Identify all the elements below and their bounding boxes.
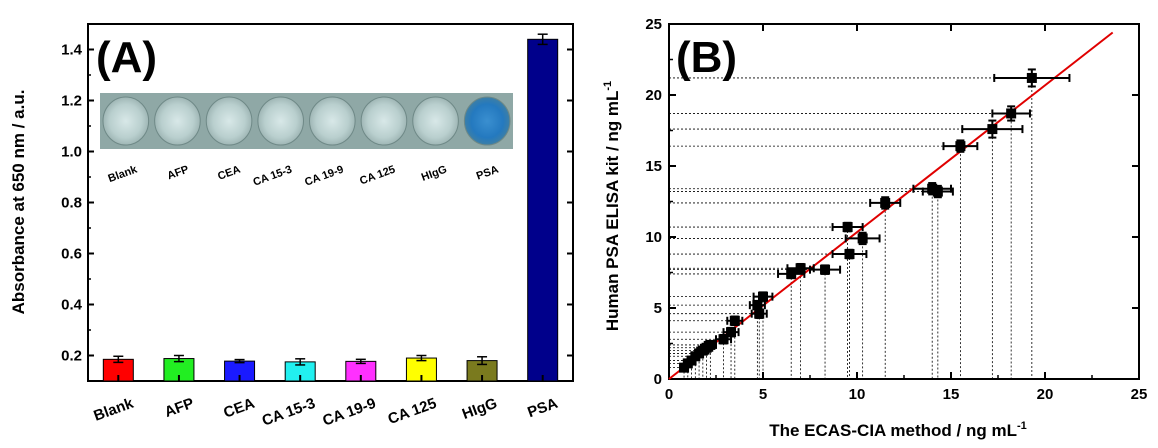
data-point-13 (758, 291, 768, 302)
well-label-6: HIgG (420, 164, 449, 184)
panel-a-y-tick-label-3: 0.8 (61, 195, 82, 212)
panel-b-y-tick-label-4: 20 (645, 87, 662, 104)
panel-b-scatter-chart: 0 5 10 15 20 25 0 5 10 15 20 25 (B) The ECAS-CIA me… (602, 16, 1147, 440)
well-label-3: CA 15-3 (251, 164, 293, 189)
panel-a-x-tick-label-4: CA 19-9 (320, 395, 378, 430)
panel-b-x-tick-label-5: 25 (1131, 386, 1148, 403)
panel-a-y-tick-label-2: 0.6 (61, 246, 82, 263)
panel-b-y-tick-label-0: 0 (654, 371, 662, 388)
panel-a-y-tick-label-5: 1.2 (61, 93, 82, 110)
panel-b-y-tick-label-2: 10 (645, 229, 662, 246)
well-label-1: AFP (166, 164, 191, 183)
panel-a-x-tick-label-0: Blank (91, 395, 136, 425)
panel-a-y-tick-label-1: 0.4 (61, 297, 83, 314)
panel-a-y-tick-label-4: 1.0 (61, 144, 82, 161)
panel-a-y-tick-label-0: 0.2 (61, 348, 82, 365)
data-point-23 (955, 141, 966, 152)
panel-b-y-axis-title-sup: -1 (602, 81, 614, 91)
data-point-18 (842, 222, 853, 233)
data-point-21 (927, 183, 938, 194)
well-2 (205, 96, 253, 146)
panel-b-x-axis-title: The ECAS-CIA method / ng mL-1 (769, 420, 1027, 440)
panel-b-points (679, 68, 1071, 373)
panel-b-y-tick-label-1: 5 (654, 300, 662, 317)
data-point-20 (880, 197, 891, 208)
data-point-11 (754, 308, 765, 319)
data-point-24 (987, 124, 998, 135)
well-label-5: CA 125 (358, 164, 397, 188)
well-3 (257, 96, 304, 146)
data-point-16 (820, 264, 831, 275)
panel-a-y-tick-label-6: 1.4 (61, 42, 83, 59)
panel-b-y-tick-label-5: 25 (645, 16, 662, 33)
panel-a-label: (A) (96, 33, 157, 82)
data-point-19 (857, 233, 868, 244)
panel-a-x-tick-label-6: HIgG (460, 395, 499, 423)
data-point-26 (1026, 72, 1037, 83)
panel-a-bars (102, 33, 559, 382)
data-point-25 (1006, 108, 1017, 119)
well-label-7: PSA (475, 164, 500, 183)
panel-a-bar-chart: 0.20.40.60.81.01.21.4 Blank AFP CEA CA 15-3… (9, 23, 574, 430)
data-point-22 (932, 186, 943, 197)
well-label-2: CEA (216, 164, 242, 183)
well-5 (360, 96, 408, 146)
well-6 (412, 96, 459, 146)
panel-b-x-tick-label-0: 0 (665, 386, 673, 403)
data-point-17 (844, 249, 855, 260)
data-point-7 (705, 339, 716, 350)
panel-b-y-axis-title: Human PSA ELISA kit / ng mL-1 (602, 81, 622, 331)
data-point-8 (718, 334, 729, 345)
panel-a-y-axis-title: Absorbance at 650 nm / a.u. (9, 90, 28, 315)
data-point-9 (726, 327, 737, 338)
panel-a-x-tick-label-5: CA 125 (386, 395, 439, 428)
panel-a-x-tick-label-2: CEA (221, 395, 257, 422)
panel-b-x-tick-label-4: 20 (1037, 386, 1054, 403)
panel-b-x-axis-title-sup: -1 (1017, 420, 1027, 432)
well-1 (154, 96, 201, 146)
well-plate-wells (102, 96, 511, 146)
well-label-0: Blank (107, 163, 140, 185)
panel-b-x-axis-title-text: The ECAS-CIA method / ng mL (769, 421, 1017, 440)
panel-b-label: (B) (676, 33, 737, 82)
data-point-10 (729, 315, 740, 326)
panel-b-y-tick-label-3: 15 (645, 158, 662, 175)
well-7 (463, 96, 511, 146)
panel-a-frame (87, 23, 574, 382)
panel-a-x-tick-label-7: PSA (525, 395, 560, 422)
data-point-14 (786, 268, 797, 279)
panel-b-x-tick-label-1: 5 (759, 386, 767, 403)
panel-a-x-tick-label-3: CA 15-3 (260, 395, 318, 430)
panel-b-x-tick-label-2: 10 (849, 386, 866, 403)
panel-a-x-labels: Blank AFP CEA CA 15-3 CA 19-9 CA 125 HIgG PSA (91, 395, 560, 430)
panel-a-x-tick-label-1: AFP (162, 395, 196, 421)
panel-a-y-ticks: 0.2 0.4 0.6 0.8 1.0 1.2 1.4 (61, 23, 573, 365)
well-4 (309, 96, 356, 146)
well-plate-inset: Blank AFP CEA CA 15-3 CA 19-9 CA 125 HIgG PSA (100, 93, 513, 189)
data-point-15 (795, 263, 806, 274)
well-plate-labels: Blank AFP CEA CA 15-3 CA 19-9 CA 125 HIgG PSA (107, 163, 501, 188)
panel-b-ticks: 0 5 10 15 20 25 0 5 10 15 20 25 (645, 16, 1147, 403)
bar-psa (527, 38, 559, 382)
data-point-12 (752, 300, 763, 311)
well-0 (102, 96, 150, 146)
fit-line (668, 31, 1114, 380)
panel-b-x-tick-label-3: 15 (943, 386, 960, 403)
panel-b-y-axis-title-text: Human PSA ELISA kit / ng mL (603, 91, 622, 332)
well-label-4: CA 19-9 (303, 164, 345, 189)
panel-b-fit-line (668, 31, 1114, 380)
